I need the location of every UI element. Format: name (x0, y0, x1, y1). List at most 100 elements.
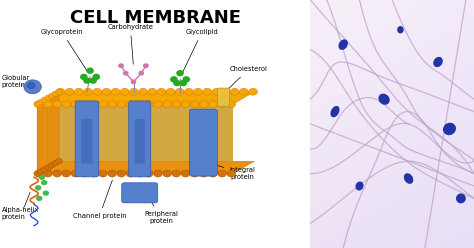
Circle shape (249, 88, 257, 95)
Ellipse shape (443, 123, 456, 135)
Text: Glycoprotein: Glycoprotein (41, 29, 87, 71)
Circle shape (102, 88, 111, 95)
Circle shape (163, 170, 172, 177)
Circle shape (227, 170, 236, 177)
Ellipse shape (433, 57, 443, 67)
Circle shape (135, 101, 144, 108)
Circle shape (84, 78, 90, 83)
Circle shape (163, 101, 172, 108)
Ellipse shape (397, 26, 404, 33)
Circle shape (53, 101, 62, 108)
Circle shape (124, 71, 128, 75)
Circle shape (230, 88, 239, 95)
Circle shape (43, 191, 48, 195)
Circle shape (218, 170, 227, 177)
Circle shape (55, 89, 63, 94)
Circle shape (203, 88, 211, 95)
Circle shape (80, 101, 89, 108)
Circle shape (71, 101, 80, 108)
Circle shape (52, 91, 59, 96)
Circle shape (126, 170, 135, 177)
Circle shape (27, 83, 35, 89)
Circle shape (87, 68, 93, 73)
Circle shape (117, 170, 126, 177)
Circle shape (108, 170, 117, 177)
Polygon shape (37, 161, 255, 174)
Circle shape (35, 170, 43, 177)
Circle shape (172, 101, 181, 108)
Circle shape (48, 93, 55, 99)
Circle shape (144, 64, 148, 67)
Circle shape (35, 101, 43, 108)
Circle shape (37, 99, 44, 105)
Circle shape (171, 77, 177, 82)
Circle shape (117, 101, 126, 108)
Circle shape (200, 170, 208, 177)
Text: Channel protein: Channel protein (73, 180, 126, 219)
Circle shape (239, 88, 248, 95)
Circle shape (154, 101, 162, 108)
Ellipse shape (356, 182, 364, 190)
Circle shape (24, 80, 41, 94)
Circle shape (209, 170, 217, 177)
Circle shape (71, 170, 80, 177)
Circle shape (41, 97, 48, 103)
Circle shape (177, 71, 183, 76)
FancyBboxPatch shape (122, 183, 158, 203)
Circle shape (183, 77, 190, 82)
Text: Globular
protein: Globular protein (1, 75, 30, 88)
Circle shape (37, 196, 42, 200)
Circle shape (84, 88, 92, 95)
Text: CELL MEMBRANE: CELL MEMBRANE (70, 9, 241, 27)
FancyBboxPatch shape (128, 101, 151, 177)
Circle shape (190, 101, 199, 108)
Polygon shape (37, 92, 59, 174)
Circle shape (181, 170, 190, 177)
Text: Alpha-helix
protein: Alpha-helix protein (1, 207, 39, 220)
Circle shape (194, 88, 202, 95)
Circle shape (190, 170, 199, 177)
Text: Integral
protein: Integral protein (206, 162, 255, 180)
Circle shape (119, 64, 123, 67)
Text: Cholesterol: Cholesterol (228, 66, 267, 89)
FancyBboxPatch shape (190, 109, 217, 176)
Circle shape (53, 170, 62, 177)
Circle shape (90, 101, 98, 108)
Circle shape (154, 170, 162, 177)
Circle shape (36, 186, 41, 190)
Circle shape (221, 88, 230, 95)
Circle shape (45, 95, 52, 101)
Circle shape (174, 81, 180, 86)
Circle shape (218, 101, 227, 108)
Circle shape (81, 74, 87, 79)
Circle shape (62, 101, 71, 108)
Circle shape (139, 71, 144, 75)
Ellipse shape (378, 93, 390, 105)
Circle shape (135, 170, 144, 177)
Ellipse shape (456, 193, 466, 203)
Circle shape (180, 81, 186, 86)
Circle shape (48, 163, 55, 168)
Circle shape (55, 158, 63, 164)
Circle shape (37, 169, 44, 174)
Circle shape (157, 88, 166, 95)
Circle shape (181, 101, 190, 108)
Circle shape (166, 88, 175, 95)
Circle shape (129, 88, 138, 95)
Circle shape (99, 101, 107, 108)
Circle shape (65, 88, 74, 95)
Polygon shape (37, 92, 255, 104)
Ellipse shape (330, 106, 339, 117)
Circle shape (62, 170, 71, 177)
Circle shape (39, 175, 45, 179)
Circle shape (44, 170, 52, 177)
Circle shape (90, 78, 96, 83)
Circle shape (34, 171, 41, 176)
Circle shape (80, 170, 89, 177)
Circle shape (212, 88, 221, 95)
FancyBboxPatch shape (75, 101, 99, 177)
Circle shape (42, 181, 46, 185)
Circle shape (45, 165, 52, 170)
Text: Glycolipid: Glycolipid (183, 29, 218, 72)
Ellipse shape (404, 173, 413, 184)
